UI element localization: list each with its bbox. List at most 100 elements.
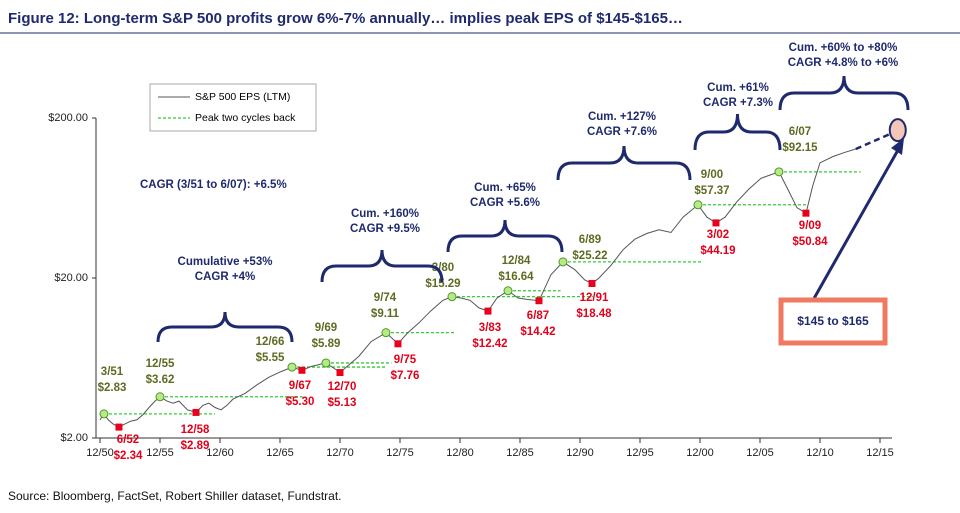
trough-marker [802,209,810,217]
peak-marker [447,292,457,302]
trough-value: $2.34 [114,450,143,462]
peak-marker [287,362,297,372]
trough-marker [712,219,720,227]
peak-value: $16.64 [498,271,534,283]
peak-value: $15.29 [425,278,460,290]
x-tick-label: 12/95 [626,447,654,459]
annotation: CAGR +4.8% to +6% [788,57,899,69]
chart-title: Figure 12: Long-term S&P 500 profits gro… [8,10,683,27]
x-tick-label: 12/55 [146,447,174,459]
brace [778,75,910,111]
target-ellipse [888,118,907,143]
peak-date: 9/69 [315,322,337,334]
annotation: CAGR +7.3% [703,97,773,109]
peak-date: 9/74 [374,292,397,304]
brace [693,113,782,151]
peak-value: $57.37 [694,185,729,197]
annotation: Cumulative +53% [178,256,273,268]
trough-value: $7.76 [391,370,420,382]
target-arrow [810,149,900,303]
trough-value: $18.48 [576,308,612,320]
peak-value: $5.55 [256,352,285,364]
peak-value: $3.62 [146,374,175,386]
brace [446,219,564,253]
peak-date: 6/89 [579,234,601,246]
peak-value: $5.89 [312,338,341,350]
trough-marker [394,340,402,348]
y-tick-label: $2.00 [60,432,88,444]
trough-date: 6/52 [117,434,139,446]
brace [156,311,294,343]
peak-date: 3/51 [101,366,124,378]
trough-date: 12/58 [181,424,210,436]
peak-date: 12/66 [256,336,285,348]
trough-date: 12/70 [328,381,357,393]
legend-box [149,83,317,132]
x-tick-label: 12/10 [806,447,834,459]
x-tick-label: 12/85 [506,447,534,459]
arrow-head [891,138,904,155]
annotation: Cum. +65% [474,182,536,194]
x-tick-label: 12/65 [266,447,294,459]
trough-date: 9/75 [394,354,417,366]
peak-value: $92.15 [782,142,818,154]
peak-marker [381,328,391,338]
peak-date: 12/55 [146,358,175,370]
trough-date: 3/02 [707,229,729,241]
y-tick-label: $20.00 [54,272,88,284]
peak-marker [99,409,109,419]
annotation: Cum. +160% [351,208,419,220]
trough-value: $2.89 [181,440,210,452]
cagr-note: CAGR (3/51 to 6/07): +6.5% [140,179,287,191]
trough-date: 12/91 [580,292,609,304]
annotation: CAGR +4% [195,271,255,283]
peak-value: $2.83 [98,382,127,394]
trough-marker [484,307,492,315]
annotation: CAGR +7.6% [587,126,657,138]
trough-value: $12.42 [472,338,507,350]
x-tick-label: 12/75 [386,447,414,459]
brace [556,145,692,181]
x-tick-label: 12/50 [86,447,114,459]
trough-marker [588,279,596,287]
legend-label: S&P 500 EPS (LTM) [195,91,290,103]
trough-date: 9/09 [799,220,821,232]
trough-value: $44.19 [700,245,735,257]
peak-date: 12/84 [502,255,531,267]
x-tick-label: 12/15 [866,447,894,459]
annotation: Cum. +60% to +80% [789,42,898,54]
trough-value: $14.42 [520,326,555,338]
x-tick-label: 12/90 [566,447,594,459]
y-tick-label: $200.00 [48,112,88,124]
peak-marker [503,286,513,296]
trough-marker [115,423,123,431]
peak-marker [558,257,568,267]
peak-marker [155,392,165,402]
legend-label: Peak two cycles back [195,112,296,124]
trough-marker [336,369,344,377]
x-tick-label: 12/05 [746,447,774,459]
trough-date: 3/83 [479,322,501,334]
peak-marker [321,358,331,368]
projection-line [855,132,891,151]
target-box [778,297,888,346]
trough-value: $5.13 [328,397,357,409]
annotation: CAGR +5.6% [470,197,540,209]
brace [320,249,444,283]
trough-marker [192,408,200,416]
trough-date: 9/67 [289,380,311,392]
annotation: Cum. +61% [707,82,769,94]
peak-value: $25.22 [572,250,607,262]
source: Source: Bloomberg, FactSet, Robert Shill… [8,489,342,503]
peak-marker [693,200,703,210]
x-tick-label: 12/60 [206,447,234,459]
annotation: Cum. +127% [588,111,656,123]
trough-value: $50.84 [792,236,828,248]
peak-value: $9.11 [371,308,400,320]
peak-date: 9/00 [701,169,723,181]
annotation: CAGR +9.5% [350,223,420,235]
target-label: $145 to $165 [797,314,869,328]
x-tick-label: 12/70 [326,447,354,459]
trough-marker [298,366,306,374]
